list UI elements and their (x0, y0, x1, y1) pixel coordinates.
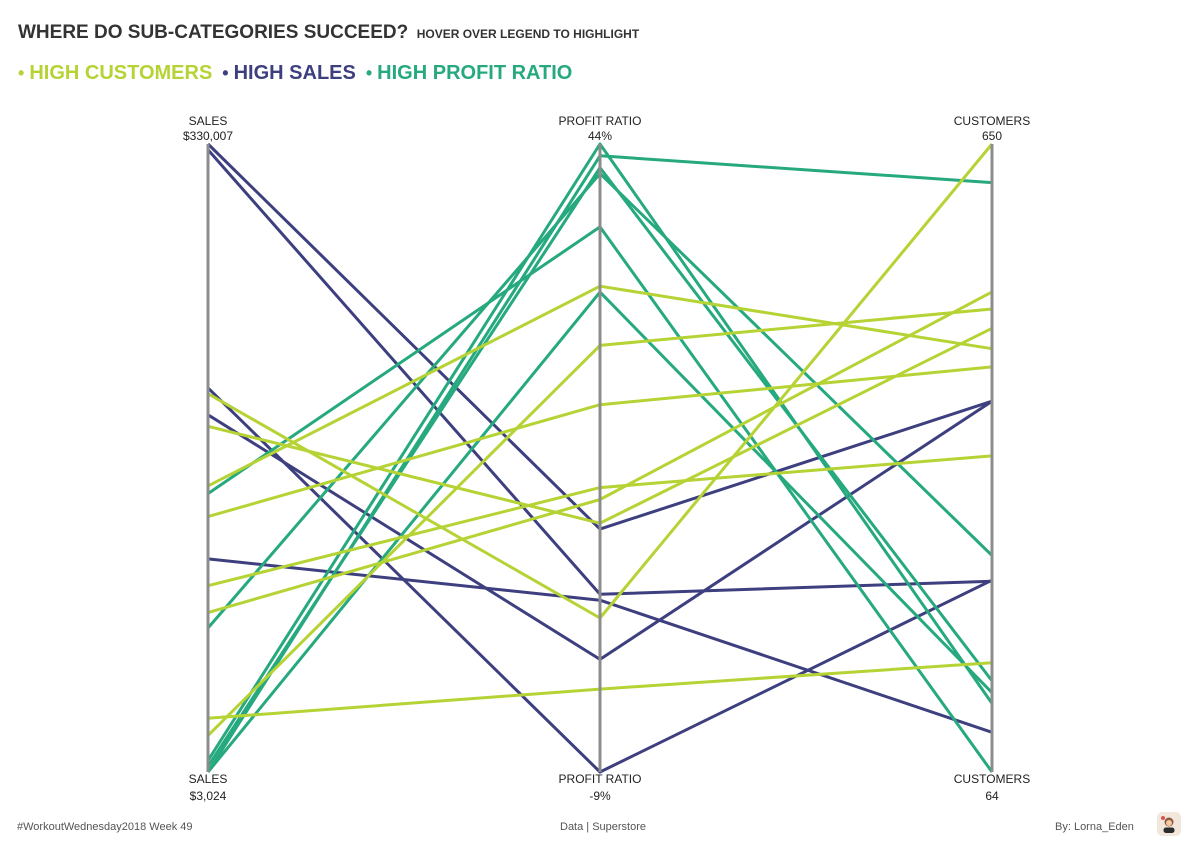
axis-top-label-sales: SALES (189, 114, 228, 128)
legend-label: HIGH SALES (233, 62, 356, 84)
axis-bottom-value-sales: $3,024 (190, 789, 227, 803)
footer-hashtag: #WorkoutWednesday2018 Week 49 (17, 821, 193, 833)
legend-dot-icon: • (222, 63, 229, 83)
legend-item-high-profit-ratio[interactable]: • HIGH PROFIT RATIO (366, 62, 573, 85)
axis-bottom-label-customers: CUSTOMERS (954, 772, 1030, 786)
axis-bottom-value-profit-ratio: -9% (589, 789, 611, 803)
axes (206, 144, 994, 772)
legend-dot-icon: • (365, 63, 373, 83)
author-avatar (1157, 812, 1181, 836)
axis-top-value-customers: 650 (982, 129, 1002, 143)
axis-top-label-customers: CUSTOMERS (954, 114, 1030, 128)
axis-top-value-profit-ratio: 44% (588, 129, 612, 143)
footer-data-source: Data | Superstore (560, 821, 647, 833)
chart-title: WHERE DO SUB-CATEGORIES SUCCEED? (18, 22, 409, 43)
legend-dot-icon: • (18, 63, 25, 83)
portrait-icon (1161, 816, 1175, 833)
axis-bottom-label-profit-ratio: PROFIT RATIO (559, 772, 642, 786)
legend-label: HIGH CUSTOMERS (29, 62, 213, 84)
axis-top-label-profit-ratio: PROFIT RATIO (559, 114, 642, 128)
footer-author: By: Lorna_Eden (1055, 821, 1134, 833)
axis-bottom-label-sales: SALES (189, 772, 228, 786)
axis-top-value-sales: $330,007 (183, 129, 233, 143)
legend-label: HIGH PROFIT RATIO (377, 62, 573, 84)
chart-subtitle: HOVER OVER LEGEND TO HIGHLIGHT (416, 27, 640, 41)
axis-bottom-value-customers: 64 (985, 789, 999, 803)
legend: • HIGH CUSTOMERS • HIGH SALES • HIGH PROFIT… (18, 62, 572, 85)
chart-title-row: WHERE DO SUB-CATEGORIES SUCCEED? HOVER O… (18, 22, 639, 44)
legend-item-high-customers[interactable]: • HIGH CUSTOMERS (18, 62, 212, 85)
legend-item-high-sales[interactable]: • HIGH SALES (222, 62, 356, 85)
